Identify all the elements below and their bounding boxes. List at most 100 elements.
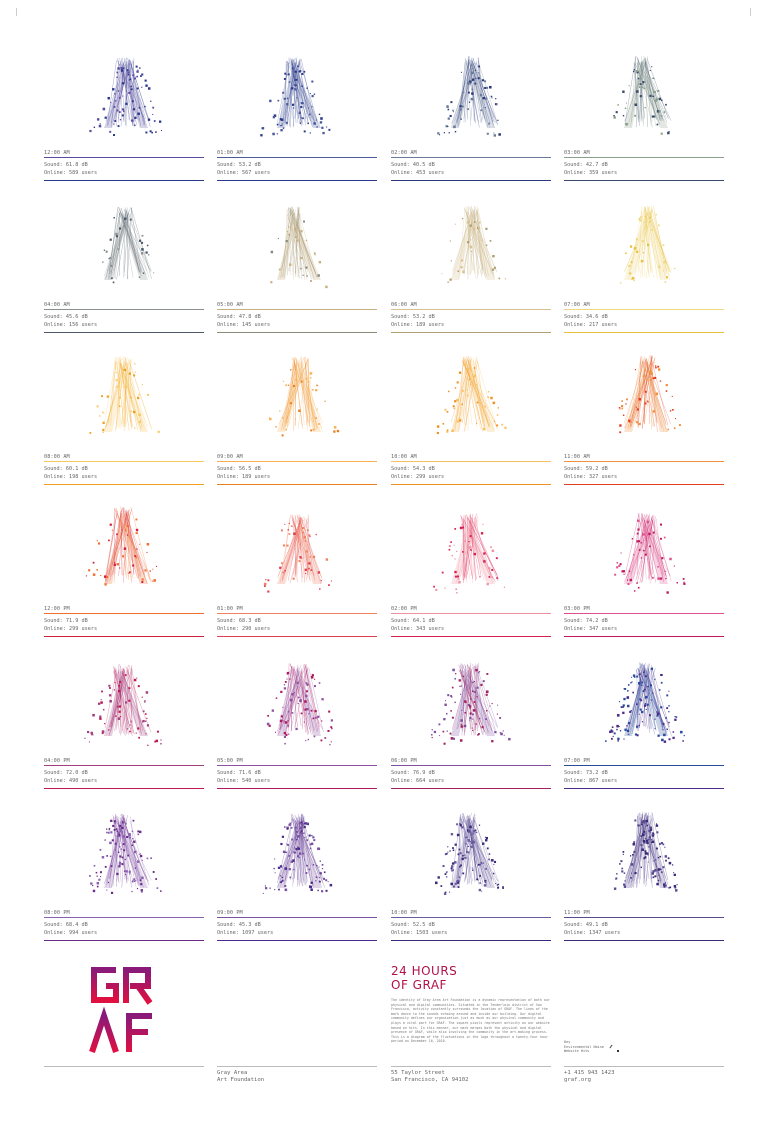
online-users: Online: 156 users (44, 322, 98, 328)
cell-rule-top (564, 765, 724, 766)
footer-rule-4 (564, 1066, 724, 1067)
cell-rule-top (564, 613, 724, 614)
cell-rule-bottom (217, 788, 377, 789)
sound-level: Sound: 71.6 dB (217, 770, 261, 776)
hour-cell: 03:00 AM Sound: 42.7 dB Online: 359 users (564, 46, 724, 198)
hour-mark-graphic (564, 806, 724, 910)
cell-rule-bottom (44, 484, 204, 485)
online-users: Online: 347 users (564, 626, 618, 632)
online-users: Online: 1097 users (217, 930, 274, 936)
title-line-2: OF GRAF (391, 978, 447, 992)
crop-mark (8, 8, 17, 16)
website-link[interactable]: graf.org (564, 1077, 591, 1083)
hour-cell: 12:00 AM Sound: 61.8 dB Online: 589 users (44, 46, 204, 198)
cell-rule-bottom (391, 636, 551, 637)
hour-mark-graphic (44, 806, 204, 910)
hour-cell: 02:00 PM Sound: 64.1 dB Online: 343 users (391, 502, 551, 654)
hour-cell: 10:00 AM Sound: 54.3 dB Online: 299 users (391, 350, 551, 502)
cell-rule-bottom (217, 636, 377, 637)
hour-mark-graphic (217, 46, 377, 150)
hour-cell: 09:00 AM Sound: 56.5 dB Online: 189 users (217, 350, 377, 502)
cell-rule-top (564, 157, 724, 158)
hour-mark-graphic (391, 46, 551, 150)
hour-cell: 07:00 AM Sound: 34.6 dB Online: 217 users (564, 198, 724, 350)
cell-rule-bottom (217, 180, 377, 181)
hour-label: 12:00 PM (44, 606, 70, 612)
footer-rule-2 (217, 1066, 377, 1067)
hour-mark-graphic (564, 46, 724, 150)
hour-mark-graphic (391, 502, 551, 606)
hour-cell: 05:00 PM Sound: 71.6 dB Online: 540 users (217, 654, 377, 806)
cell-rule-bottom (391, 332, 551, 333)
hour-label: 02:00 AM (391, 150, 417, 156)
cell-rule-bottom (44, 332, 204, 333)
cell-rule-top (391, 461, 551, 462)
hour-cell: 12:00 PM Sound: 71.9 dB Online: 299 users (44, 502, 204, 654)
cell-rule-bottom (564, 788, 724, 789)
sound-level: Sound: 72.0 dB (44, 770, 88, 776)
cell-rule-bottom (217, 940, 377, 941)
hour-mark-graphic (44, 350, 204, 454)
address: 55 Taylor Street San Francisco, CA 94102 (391, 1070, 468, 1084)
cell-rule-top (217, 765, 377, 766)
hour-cell: 06:00 AM Sound: 53.2 dB Online: 189 users (391, 198, 551, 350)
hour-cell: 05:00 AM Sound: 47.8 dB Online: 145 users (217, 198, 377, 350)
cell-rule-top (217, 461, 377, 462)
cell-rule-bottom (391, 788, 551, 789)
hour-label: 06:00 PM (391, 758, 417, 764)
hour-mark-graphic (391, 198, 551, 302)
sound-level: Sound: 49.1 dB (564, 922, 608, 928)
online-users: Online: 867 users (564, 778, 618, 784)
hour-mark-graphic (44, 502, 204, 606)
cell-rule-bottom (564, 484, 724, 485)
online-users: Online: 589 users (44, 170, 98, 176)
hour-label: 05:00 AM (217, 302, 243, 308)
cell-rule-bottom (44, 940, 204, 941)
hour-label: 08:00 AM (44, 454, 70, 460)
description-text: The identity of Gray Area Art Foundation… (391, 998, 550, 1044)
hour-label: 05:00 PM (217, 758, 243, 764)
online-users: Online: 327 users (564, 474, 618, 480)
key-noise-label: Environmental Noise (564, 1044, 605, 1049)
hour-label: 10:00 PM (391, 910, 417, 916)
hour-label: 07:00 PM (564, 758, 590, 764)
cell-rule-bottom (217, 484, 377, 485)
online-users: Online: 359 users (564, 170, 618, 176)
phone-number: +1 415 943 1423 (564, 1070, 615, 1076)
hour-label: 11:00 PM (564, 910, 590, 916)
hour-mark-graphic (217, 198, 377, 302)
hour-label: 03:00 PM (564, 606, 590, 612)
hour-label: 09:00 PM (217, 910, 243, 916)
sound-level: Sound: 53.2 dB (217, 162, 261, 168)
hour-mark-graphic (391, 806, 551, 910)
online-users: Online: 290 users (217, 626, 271, 632)
hour-label: 06:00 AM (391, 302, 417, 308)
sound-level: Sound: 34.6 dB (564, 314, 608, 320)
hour-cell: 01:00 AM Sound: 53.2 dB Online: 567 users (217, 46, 377, 198)
cell-rule-bottom (391, 180, 551, 181)
hour-mark-graphic (217, 806, 377, 910)
hour-cell: 03:00 PM Sound: 74.2 dB Online: 347 users (564, 502, 724, 654)
hour-cell: 01:00 PM Sound: 68.3 dB Online: 290 users (217, 502, 377, 654)
org-name: Gray Area Art Foundation (217, 1070, 264, 1084)
online-users: Online: 567 users (217, 170, 271, 176)
hour-mark-graphic (44, 198, 204, 302)
sound-level: Sound: 61.8 dB (44, 162, 88, 168)
sound-level: Sound: 54.3 dB (391, 466, 435, 472)
hour-label: 08:00 PM (44, 910, 70, 916)
cell-rule-top (44, 613, 204, 614)
sound-level: Sound: 60.1 dB (44, 466, 88, 472)
cell-rule-top (217, 157, 377, 158)
hour-label: 09:00 AM (217, 454, 243, 460)
cell-rule-top (217, 917, 377, 918)
cell-rule-top (44, 765, 204, 766)
sound-level: Sound: 71.9 dB (44, 618, 88, 624)
online-users: Online: 189 users (217, 474, 271, 480)
cell-rule-bottom (564, 332, 724, 333)
poster-title: 24 HOURS OF GRAF (391, 964, 457, 992)
hour-mark-graphic (391, 350, 551, 454)
online-users: Online: 198 users (44, 474, 98, 480)
hour-label: 10:00 AM (391, 454, 417, 460)
sound-level: Sound: 74.2 dB (564, 618, 608, 624)
sound-level: Sound: 53.2 dB (391, 314, 435, 320)
